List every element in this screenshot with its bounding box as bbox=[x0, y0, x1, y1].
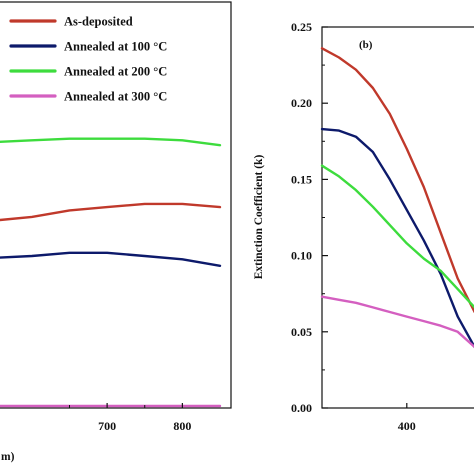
panel-a-legend: As-deposited Annealed at 100 °C Annealed a… bbox=[9, 15, 167, 104]
series-line-a-annealed-at-100-c bbox=[0, 251, 222, 267]
panel-a-x-axis-label: m) bbox=[1, 451, 15, 463]
panel-b-y-axis-label: Extinction Coefficient (k) bbox=[253, 155, 265, 280]
x-tick-label-a-700: 700 bbox=[98, 419, 116, 433]
legend-label-annealed-at-200-c: Annealed at 200 °C bbox=[64, 65, 167, 79]
panel-a-frame bbox=[0, 1, 232, 409]
panel-b-frame bbox=[321, 26, 474, 409]
legend-label-annealed-at-100-c: Annealed at 100 °C bbox=[64, 40, 167, 54]
panel-a-series-group bbox=[0, 137, 222, 408]
y-tick-label-b-0.10: 0.10 bbox=[291, 249, 312, 263]
legend-label-annealed-at-300-c: Annealed at 300 °C bbox=[64, 90, 167, 104]
x-tick-label-b-400: 400 bbox=[398, 419, 416, 433]
series-line-b-annealed-at-200-c bbox=[320, 164, 474, 309]
series-line-b-annealed-at-100-c bbox=[320, 127, 474, 349]
series-line-b-as-deposited bbox=[320, 47, 474, 314]
panel-a: 700 800 As-deposited Annealed at 100 °C Ann… bbox=[0, 1, 232, 463]
y-tick-label-b-0.20: 0.20 bbox=[291, 96, 312, 110]
y-tick-label-b-0.00: 0.00 bbox=[291, 401, 312, 415]
panel-b-series-group bbox=[320, 47, 474, 349]
legend-label-as-deposited: As-deposited bbox=[64, 15, 133, 29]
series-line-a-annealed-at-200-c bbox=[0, 137, 222, 147]
y-tick-label-b-0.15: 0.15 bbox=[291, 172, 312, 186]
panel-b-ticks-group: 0.00 0.05 0.10 0.15 0.20 0.25 400 bbox=[291, 20, 416, 433]
series-line-a-as-deposited bbox=[0, 202, 222, 222]
panel-b: 0.00 0.05 0.10 0.15 0.20 0.25 400 (b) Extincti… bbox=[253, 20, 474, 433]
series-line-b-annealed-at-300-c bbox=[320, 295, 474, 349]
y-tick-label-b-0.05: 0.05 bbox=[291, 325, 312, 339]
y-tick-label-b-0.25: 0.25 bbox=[291, 20, 312, 34]
panel-b-label: (b) bbox=[359, 39, 373, 51]
panel-a-ticks-group: 700 800 bbox=[68, 403, 191, 433]
x-tick-label-a-800: 800 bbox=[173, 419, 191, 433]
